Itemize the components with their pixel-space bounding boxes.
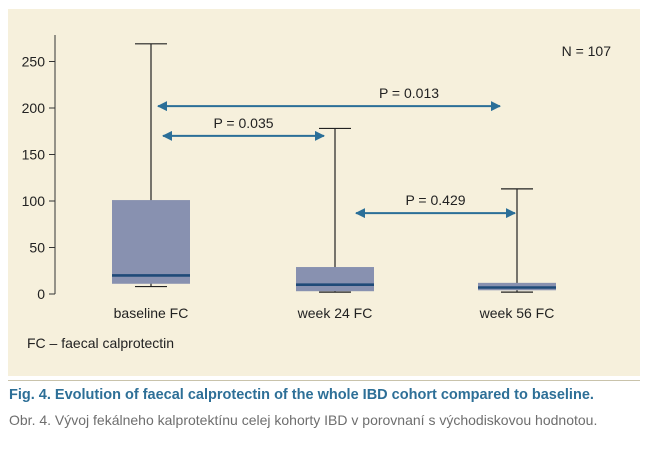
p-value-label: P = 0.013 xyxy=(379,85,439,101)
x-category-label: week 56 FC xyxy=(479,305,555,321)
y-tick-label: 50 xyxy=(29,240,45,256)
y-tick-label: 100 xyxy=(22,193,46,209)
footnote: FC – faecal calprotectin xyxy=(27,335,175,351)
y-tick-label: 150 xyxy=(22,147,46,163)
caption-divider xyxy=(8,380,640,381)
x-category-label: baseline FC xyxy=(114,305,189,321)
caption-english: Fig. 4. Evolution of faecal calprotectin… xyxy=(9,387,594,403)
box-plot: 0 50 100 150 200 250 baseline FC week 24 FC week… xyxy=(22,35,612,321)
iqr-box xyxy=(112,200,190,284)
sample-size-annotation: N = 107 xyxy=(562,43,612,59)
p-value-label: P = 0.429 xyxy=(405,192,465,208)
p-value-label: P = 0.035 xyxy=(213,115,273,131)
x-category-label: week 24 FC xyxy=(297,305,373,321)
figure-panel: 0 50 100 150 200 250 baseline FC week 24 FC week… xyxy=(8,9,640,376)
y-tick-label: 0 xyxy=(37,286,45,302)
y-tick-label: 200 xyxy=(22,100,46,116)
iqr-box xyxy=(296,267,374,292)
y-tick-label: 250 xyxy=(22,54,46,70)
caption-slovak: Obr. 4. Vývoj fekálneho kalprotektínu ce… xyxy=(9,412,598,428)
